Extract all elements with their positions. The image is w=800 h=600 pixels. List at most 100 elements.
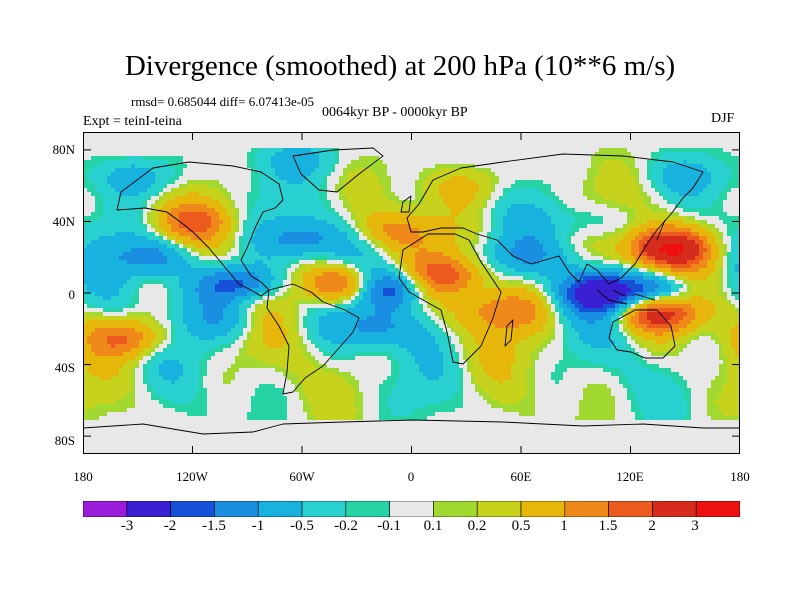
field-cell	[543, 232, 548, 237]
field-cell	[395, 140, 400, 145]
field-cell	[315, 144, 320, 149]
field-cell	[411, 224, 416, 229]
field-cell	[315, 148, 320, 153]
field-cell	[619, 220, 624, 225]
field-cell	[491, 216, 496, 221]
field-cell	[159, 212, 164, 217]
field-cell	[663, 152, 668, 157]
field-cell	[571, 204, 576, 209]
field-cell	[115, 220, 120, 225]
field-cell	[403, 244, 408, 249]
field-cell	[495, 172, 500, 177]
field-cell	[335, 244, 340, 249]
field-cell	[351, 248, 356, 253]
field-cell	[383, 192, 388, 197]
field-cell	[107, 216, 112, 221]
field-cell	[187, 224, 192, 229]
field-cell	[319, 180, 324, 185]
field-cell	[587, 236, 592, 241]
field-cell	[355, 232, 360, 237]
field-cell	[263, 176, 268, 181]
field-cell	[483, 148, 488, 153]
field-cell	[715, 240, 720, 245]
field-cell	[243, 152, 248, 157]
field-cell	[375, 164, 380, 169]
field-cell	[435, 140, 440, 145]
field-cell	[511, 152, 516, 157]
field-cell	[167, 216, 172, 221]
field-cell	[671, 172, 676, 177]
field-cell	[259, 156, 264, 161]
field-cell	[387, 232, 392, 237]
field-cell	[315, 184, 320, 189]
field-cell	[719, 204, 724, 209]
field-cell	[295, 212, 300, 217]
field-cell	[231, 188, 236, 193]
field-cell	[703, 164, 708, 169]
field-cell	[627, 228, 632, 233]
field-cell	[595, 184, 600, 189]
field-cell	[147, 224, 152, 229]
field-cell	[327, 132, 332, 137]
field-cell	[583, 168, 588, 173]
field-cell	[315, 212, 320, 217]
field-cell	[399, 224, 404, 229]
field-cell	[239, 208, 244, 213]
field-cell	[655, 168, 660, 173]
field-cell	[327, 212, 332, 217]
field-cell	[123, 180, 128, 185]
field-cell	[159, 216, 164, 221]
field-cell	[223, 144, 228, 149]
field-cell	[695, 244, 700, 249]
field-cell	[343, 168, 348, 173]
field-cell	[535, 180, 540, 185]
field-cell	[403, 228, 408, 233]
field-cell	[599, 176, 604, 181]
field-cell	[611, 216, 616, 221]
field-cell	[443, 244, 448, 249]
field-cell	[147, 156, 152, 161]
field-cell	[139, 216, 144, 221]
field-cell	[311, 156, 316, 161]
field-cell	[715, 244, 720, 249]
field-cell	[235, 152, 240, 157]
field-cell	[187, 136, 192, 141]
field-cell	[487, 232, 492, 237]
field-cell	[227, 216, 232, 221]
field-cell	[271, 196, 276, 201]
field-cell	[367, 180, 372, 185]
field-cell	[727, 160, 732, 165]
field-cell	[299, 152, 304, 157]
field-cell	[127, 196, 132, 201]
field-cell	[179, 212, 184, 217]
field-cell	[547, 196, 552, 201]
field-cell	[479, 140, 484, 145]
field-cell	[443, 180, 448, 185]
field-cell	[147, 136, 152, 141]
field-cell	[675, 140, 680, 145]
field-cell	[83, 180, 88, 185]
field-cell	[727, 220, 732, 225]
field-cell	[519, 156, 524, 161]
field-cell	[511, 196, 516, 201]
field-cell	[491, 204, 496, 209]
field-cell	[703, 136, 708, 141]
field-cell	[575, 224, 580, 229]
field-cell	[375, 192, 380, 197]
field-cell	[111, 232, 116, 237]
field-cell	[355, 172, 360, 177]
field-cell	[627, 180, 632, 185]
field-cell	[695, 248, 700, 253]
field-cell	[391, 168, 396, 173]
field-cell	[523, 180, 528, 185]
field-cell	[379, 184, 384, 189]
field-cell	[143, 188, 148, 193]
field-cell	[127, 148, 132, 153]
field-cell	[671, 148, 676, 153]
field-cell	[731, 180, 736, 185]
field-cell	[195, 224, 200, 229]
field-cell	[223, 240, 228, 245]
field-cell	[307, 192, 312, 197]
field-cell	[119, 240, 124, 245]
field-cell	[319, 176, 324, 181]
